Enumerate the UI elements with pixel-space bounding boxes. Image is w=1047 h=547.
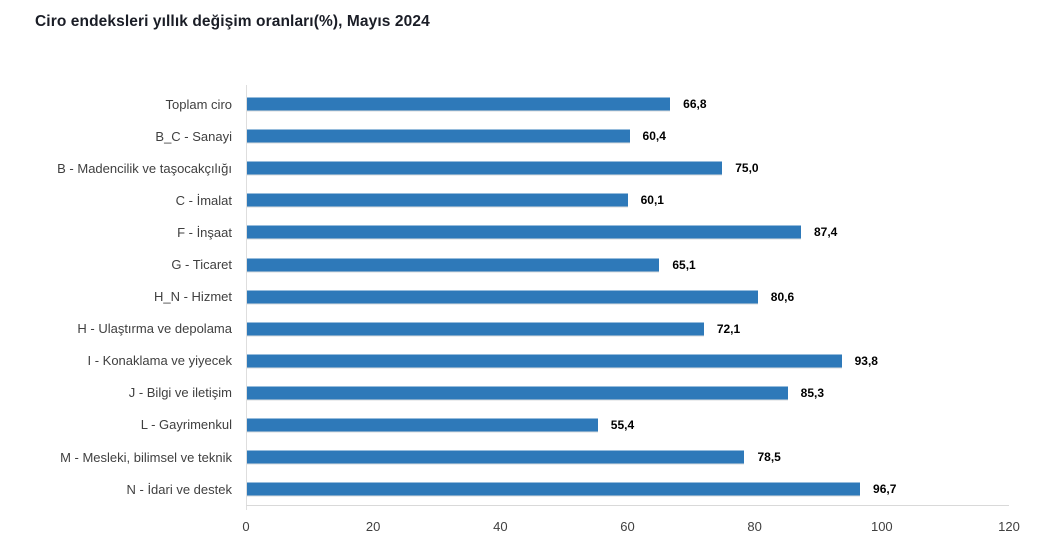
bar-track: 96,7 — [246, 473, 1008, 505]
bar[interactable] — [246, 161, 723, 175]
bar-row: B_C - Sanayi 60,4 — [0, 120, 1047, 152]
bar-track: 80,6 — [246, 281, 1008, 313]
value-label: 85,3 — [800, 385, 824, 400]
value-label: 55,4 — [610, 417, 635, 432]
bar-row: F - İnşaat 87,4 — [0, 216, 1047, 248]
bar-track: 66,8 — [246, 88, 1008, 120]
bar[interactable] — [246, 97, 671, 111]
bar-row: J - Bilgi ve iletişim 85,3 — [0, 377, 1047, 409]
category-label: N - İdari ve destek — [126, 481, 233, 497]
bar-row: H - Ulaştırma ve depolama 72,1 — [0, 313, 1047, 345]
value-label: 66,8 — [683, 97, 707, 112]
bar-track: 87,4 — [246, 216, 1008, 248]
x-tick-label: 80 — [747, 519, 762, 535]
category-label: L - Gayrimenkul — [140, 417, 232, 433]
value-label: 75,0 — [735, 161, 759, 176]
x-tick-label: 60 — [620, 519, 635, 535]
plot-area: Toplam ciro 66,8 B_C - Sanayi 60,4 B - Maden… — [0, 85, 1047, 540]
category-label: H_N - Hizmet — [153, 289, 232, 305]
bar[interactable] — [246, 129, 630, 143]
bar-row: L - Gayrimenkul 55,4 — [0, 409, 1047, 441]
bar-row: B - Madencilik ve taşocakçılığı 75,0 — [0, 152, 1047, 184]
category-label: C - İmalat — [175, 192, 232, 208]
value-label: 87,4 — [813, 225, 838, 240]
value-label: 60,1 — [640, 193, 664, 208]
bar-track: 75,0 — [246, 152, 1008, 184]
value-label: 78,5 — [757, 450, 781, 465]
value-label: 93,8 — [854, 353, 878, 368]
bar-row: N - İdari ve destek 96,7 — [0, 473, 1047, 505]
category-label: I - Konaklama ve yiyecek — [87, 353, 232, 369]
x-tick-label: 40 — [493, 519, 508, 535]
value-label: 96,7 — [873, 482, 897, 497]
x-tick-label: 20 — [365, 519, 381, 535]
x-tick-label: 0 — [242, 519, 250, 535]
category-label: B_C - Sanayi — [155, 128, 232, 144]
bar[interactable] — [246, 482, 861, 496]
category-label: Toplam ciro — [165, 96, 232, 112]
bar[interactable] — [246, 258, 660, 272]
bar[interactable] — [246, 290, 758, 304]
bar-track: 55,4 — [246, 409, 1008, 441]
bar-track: 60,1 — [246, 184, 1008, 216]
bar-row: Toplam ciro 66,8 — [0, 88, 1047, 120]
category-label: F - İnşaat — [177, 224, 232, 240]
value-label: 72,1 — [716, 321, 741, 336]
bar[interactable] — [246, 386, 788, 400]
x-axis: 0 20 40 60 80 100 120 — [242, 505, 1020, 540]
category-label: M - Mesleki, bilimsel ve teknik — [60, 449, 232, 465]
bar-row: C - İmalat 60,1 — [0, 184, 1047, 216]
value-label: 65,1 — [672, 257, 696, 272]
value-label: 60,4 — [642, 129, 666, 144]
bar-track: 65,1 — [246, 248, 1008, 280]
bar[interactable] — [246, 225, 801, 239]
bar-row: G - Ticaret 65,1 — [0, 248, 1047, 280]
y-axis-line — [246, 85, 247, 510]
bar-row: H_N - Hizmet 80,6 — [0, 281, 1047, 313]
bar[interactable] — [246, 193, 628, 207]
bar[interactable] — [246, 322, 704, 336]
bar-track: 78,5 — [246, 441, 1008, 473]
bar-row: I - Konaklama ve yiyecek 93,8 — [0, 345, 1047, 377]
bar-track: 60,4 — [246, 120, 1008, 152]
x-tick-label: 100 — [870, 519, 893, 535]
bar-row: M - Mesleki, bilimsel ve teknik 78,5 — [0, 441, 1047, 473]
category-label: G - Ticaret — [171, 257, 232, 273]
bar[interactable] — [246, 450, 745, 464]
bar[interactable] — [246, 354, 842, 368]
bar-track: 85,3 — [246, 377, 1008, 409]
bar-track: 72,1 — [246, 313, 1008, 345]
category-label: H - Ulaştırma ve depolama — [77, 321, 232, 337]
bar-rows: Toplam ciro 66,8 B_C - Sanayi 60,4 B - Maden… — [0, 88, 1047, 505]
bar[interactable] — [246, 418, 598, 432]
value-label: 80,6 — [770, 289, 795, 304]
bar-track: 93,8 — [246, 345, 1008, 377]
category-label: B - Madencilik ve taşocakçılığı — [57, 160, 232, 176]
category-label: J - Bilgi ve iletişim — [128, 385, 232, 401]
x-tick-label: 120 — [998, 519, 1020, 535]
chart-title: Ciro endeksleri yıllık değişim oranları(… — [35, 13, 430, 30]
